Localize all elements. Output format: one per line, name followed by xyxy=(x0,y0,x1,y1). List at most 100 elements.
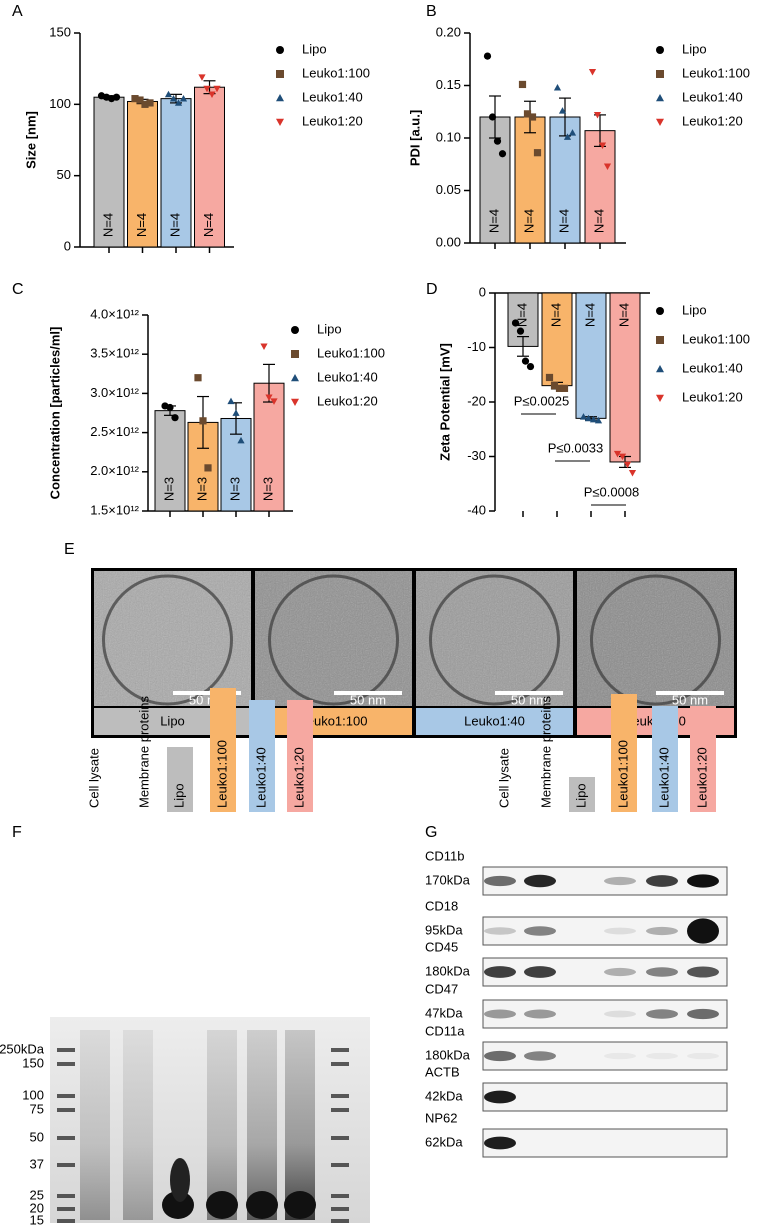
y-tick-label: 3.5×10¹² xyxy=(90,346,139,361)
y-tick-label: -40 xyxy=(467,502,486,517)
panel-label: E xyxy=(64,541,75,558)
micrograph-noise xyxy=(94,571,251,706)
ladder-band xyxy=(57,1062,75,1066)
bar-label: N=4 xyxy=(591,209,606,233)
panel-label: A xyxy=(12,3,23,20)
y-tick-label: 50 xyxy=(57,167,71,182)
legend-label: Leuko1:40 xyxy=(302,89,363,104)
legend-marker xyxy=(656,307,664,315)
ladder-band xyxy=(57,1207,75,1211)
blot-band xyxy=(524,874,556,888)
legend-marker xyxy=(276,70,284,78)
blot-band xyxy=(687,1008,719,1020)
blot-strip xyxy=(482,1128,728,1158)
lane-box xyxy=(287,700,313,812)
size-label: 62kDa xyxy=(425,1134,463,1149)
data-point xyxy=(169,95,178,102)
scale-label: 50 nm xyxy=(350,692,386,707)
data-point xyxy=(146,99,154,107)
blot-band xyxy=(646,875,678,887)
ladder-band xyxy=(57,1219,75,1223)
panel-label: G xyxy=(425,824,437,841)
blot-band xyxy=(484,1050,516,1062)
data-point xyxy=(613,450,622,458)
size-label: 170kDa xyxy=(425,872,471,887)
lane-smear xyxy=(80,1030,110,1220)
lane-label: Membrane proteins xyxy=(538,696,553,808)
y-axis-label: PDI [a.u.] xyxy=(407,110,422,166)
image-label-band xyxy=(255,708,412,735)
size-label: 180kDa xyxy=(425,963,471,978)
legend-marker xyxy=(291,374,299,382)
data-point xyxy=(623,461,632,469)
ladder-label: 250kDa xyxy=(0,1041,45,1056)
blot-band xyxy=(524,926,556,936)
annotation: P≤0.0033 xyxy=(548,440,604,455)
bar-label: N=3 xyxy=(260,477,275,501)
legend-label: Lipo xyxy=(317,321,342,336)
ladder-band xyxy=(57,1163,75,1167)
data-point xyxy=(526,362,535,371)
blot-band xyxy=(484,1090,516,1104)
bar-label: N=4 xyxy=(100,213,115,237)
data-point xyxy=(174,99,183,106)
panel-label: B xyxy=(426,3,437,20)
legend-label: Leuko1:40 xyxy=(682,360,743,375)
y-tick-label: -10 xyxy=(467,339,486,354)
lipid-band xyxy=(170,1158,190,1202)
legend-label: Leuko1:100 xyxy=(682,331,750,346)
lane-box xyxy=(210,688,236,812)
data-point xyxy=(579,413,588,420)
legend-marker xyxy=(276,46,284,54)
data-point xyxy=(603,163,612,170)
annotation: P≤0.0025 xyxy=(514,393,570,408)
bar-label: N=4 xyxy=(556,209,571,233)
y-axis-label: Concentration [particles/ml] xyxy=(47,327,62,500)
y-tick-label: 0 xyxy=(479,284,486,299)
ladder-band xyxy=(57,1094,75,1098)
ladder-label: 100 xyxy=(22,1087,44,1102)
data-point xyxy=(237,436,245,444)
data-point xyxy=(270,398,278,405)
blot-band xyxy=(646,967,678,977)
y-axis-label: Size [nm] xyxy=(23,111,38,169)
y-tick-label: 3.0×10¹² xyxy=(90,385,139,400)
protein-label: CD11a xyxy=(425,1023,465,1038)
data-point xyxy=(563,133,572,140)
blot-band xyxy=(604,967,636,977)
vesicle xyxy=(429,574,560,706)
y-tick-label: -30 xyxy=(467,448,486,463)
lane-label: Leuko1:20 xyxy=(694,747,709,808)
bar xyxy=(253,382,285,512)
ladder-label: 20 xyxy=(30,1200,44,1215)
blot-band xyxy=(604,1052,636,1060)
lane-label: Leuko1:40 xyxy=(253,747,268,808)
y-tick-label: 2.5×10¹² xyxy=(90,424,139,439)
data-point xyxy=(560,384,569,392)
image-label: Leuko1:100 xyxy=(300,713,368,728)
y-tick-label: 0.20 xyxy=(436,24,461,39)
y-tick-label: 0.15 xyxy=(436,77,461,92)
bar xyxy=(609,292,641,463)
blot-band xyxy=(604,927,636,935)
bar-label: N=4 xyxy=(167,213,182,237)
data-point xyxy=(179,95,188,102)
vesicle xyxy=(268,574,399,706)
lane-smear xyxy=(207,1030,237,1220)
lane-label: Leuko1:100 xyxy=(615,740,630,808)
blot-band xyxy=(687,874,719,888)
protein-label: CD47 xyxy=(425,981,458,996)
data-point xyxy=(628,469,637,477)
bar xyxy=(154,410,186,512)
legend-label: Lipo xyxy=(302,41,327,56)
blot-band xyxy=(604,876,636,886)
blot-strip xyxy=(482,999,728,1029)
y-tick-label: 0 xyxy=(64,238,71,253)
legend-marker xyxy=(656,70,664,78)
data-point xyxy=(265,394,273,401)
lane-box xyxy=(690,706,716,812)
legend-marker xyxy=(276,118,284,126)
lane-smear xyxy=(285,1030,315,1220)
bar-label: N=4 xyxy=(201,213,216,237)
